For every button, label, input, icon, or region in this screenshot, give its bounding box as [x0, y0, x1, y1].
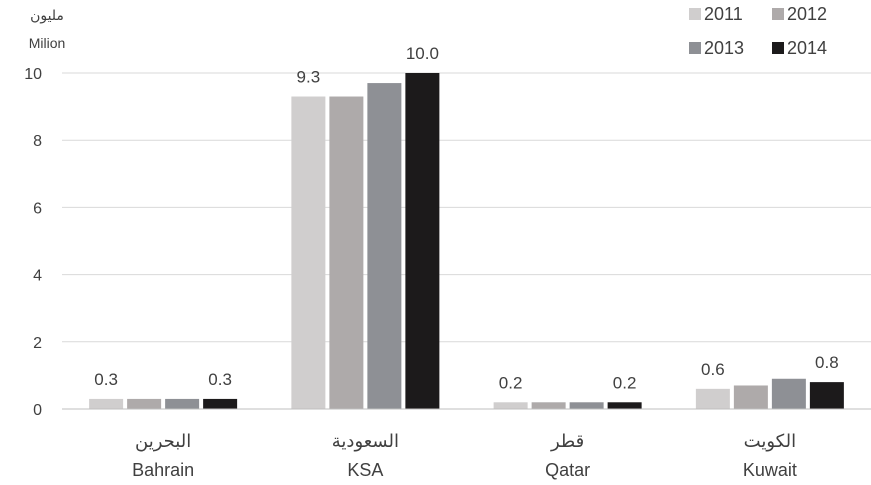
data-label: 0.6 [701, 360, 725, 379]
bar-kuwait-2014 [809, 382, 844, 409]
y-tick-label: 8 [33, 133, 42, 150]
data-label: 0.2 [613, 373, 637, 392]
legend-swatch-2012 [772, 8, 784, 20]
category-label-arabic: الكويت [744, 431, 796, 452]
category-label-arabic: البحرين [135, 431, 191, 452]
bar-ksa-2012 [329, 96, 364, 410]
category-label-english: Qatar [545, 460, 590, 480]
bar-bahrain-2013 [165, 398, 200, 409]
bar-kuwait-2011 [695, 388, 730, 409]
unit-label-arabic: مليون [30, 7, 64, 24]
y-tick-label: 10 [24, 66, 42, 83]
legend-label-2013: 2013 [704, 38, 744, 58]
data-label: 10.0 [406, 44, 439, 63]
category-label-english: Kuwait [743, 460, 797, 480]
y-tick-label: 6 [33, 200, 42, 217]
legend-swatch-2011 [689, 8, 701, 20]
bar-bahrain-2011 [89, 398, 124, 409]
bar-qatar-2013 [569, 402, 604, 409]
legend-swatch-2013 [689, 42, 701, 54]
bar-kuwait-2012 [733, 385, 768, 409]
category-label-arabic: السعودية [332, 431, 399, 452]
bar-bahrain-2014 [203, 398, 238, 409]
unit-label-english: Milion [29, 35, 66, 51]
bar-kuwait-2013 [771, 378, 806, 409]
gridlines [62, 72, 871, 343]
bar-qatar-2014 [607, 402, 642, 409]
legend-label-2014: 2014 [787, 38, 827, 58]
bar-ksa-2013 [367, 83, 402, 409]
category-labels: البحرين Bahrain السعودية KSA قطر Qatar الكويت K… [132, 431, 797, 480]
bar-ksa-2014 [405, 73, 440, 409]
data-label: 0.3 [94, 370, 118, 389]
bar-ksa-2011 [291, 96, 326, 410]
data-label: 9.3 [297, 68, 321, 87]
data-labels: 0.3 0.3 9.3 10.0 0.2 0.2 0.6 0.8 [94, 44, 838, 392]
data-label: 0.8 [815, 353, 839, 372]
bars [89, 73, 844, 410]
category-label-arabic: قطر [550, 431, 584, 452]
bar-bahrain-2012 [127, 398, 162, 409]
y-axis: 0 2 4 6 8 10 [24, 66, 42, 419]
bar-qatar-2012 [531, 402, 566, 409]
legend-label-2012: 2012 [787, 4, 827, 24]
legend-label-2011: 2011 [704, 4, 743, 24]
legend-swatch-2014 [772, 42, 784, 54]
data-label: 0.2 [499, 373, 523, 392]
data-label: 0.3 [208, 370, 232, 389]
y-tick-label: 0 [33, 402, 42, 419]
y-tick-label: 2 [33, 335, 42, 352]
category-label-english: KSA [347, 460, 383, 480]
y-tick-label: 4 [33, 268, 42, 285]
category-label-english: Bahrain [132, 460, 194, 480]
legend: 2011 2012 2013 2014 [689, 4, 827, 58]
bar-qatar-2011 [493, 402, 528, 409]
